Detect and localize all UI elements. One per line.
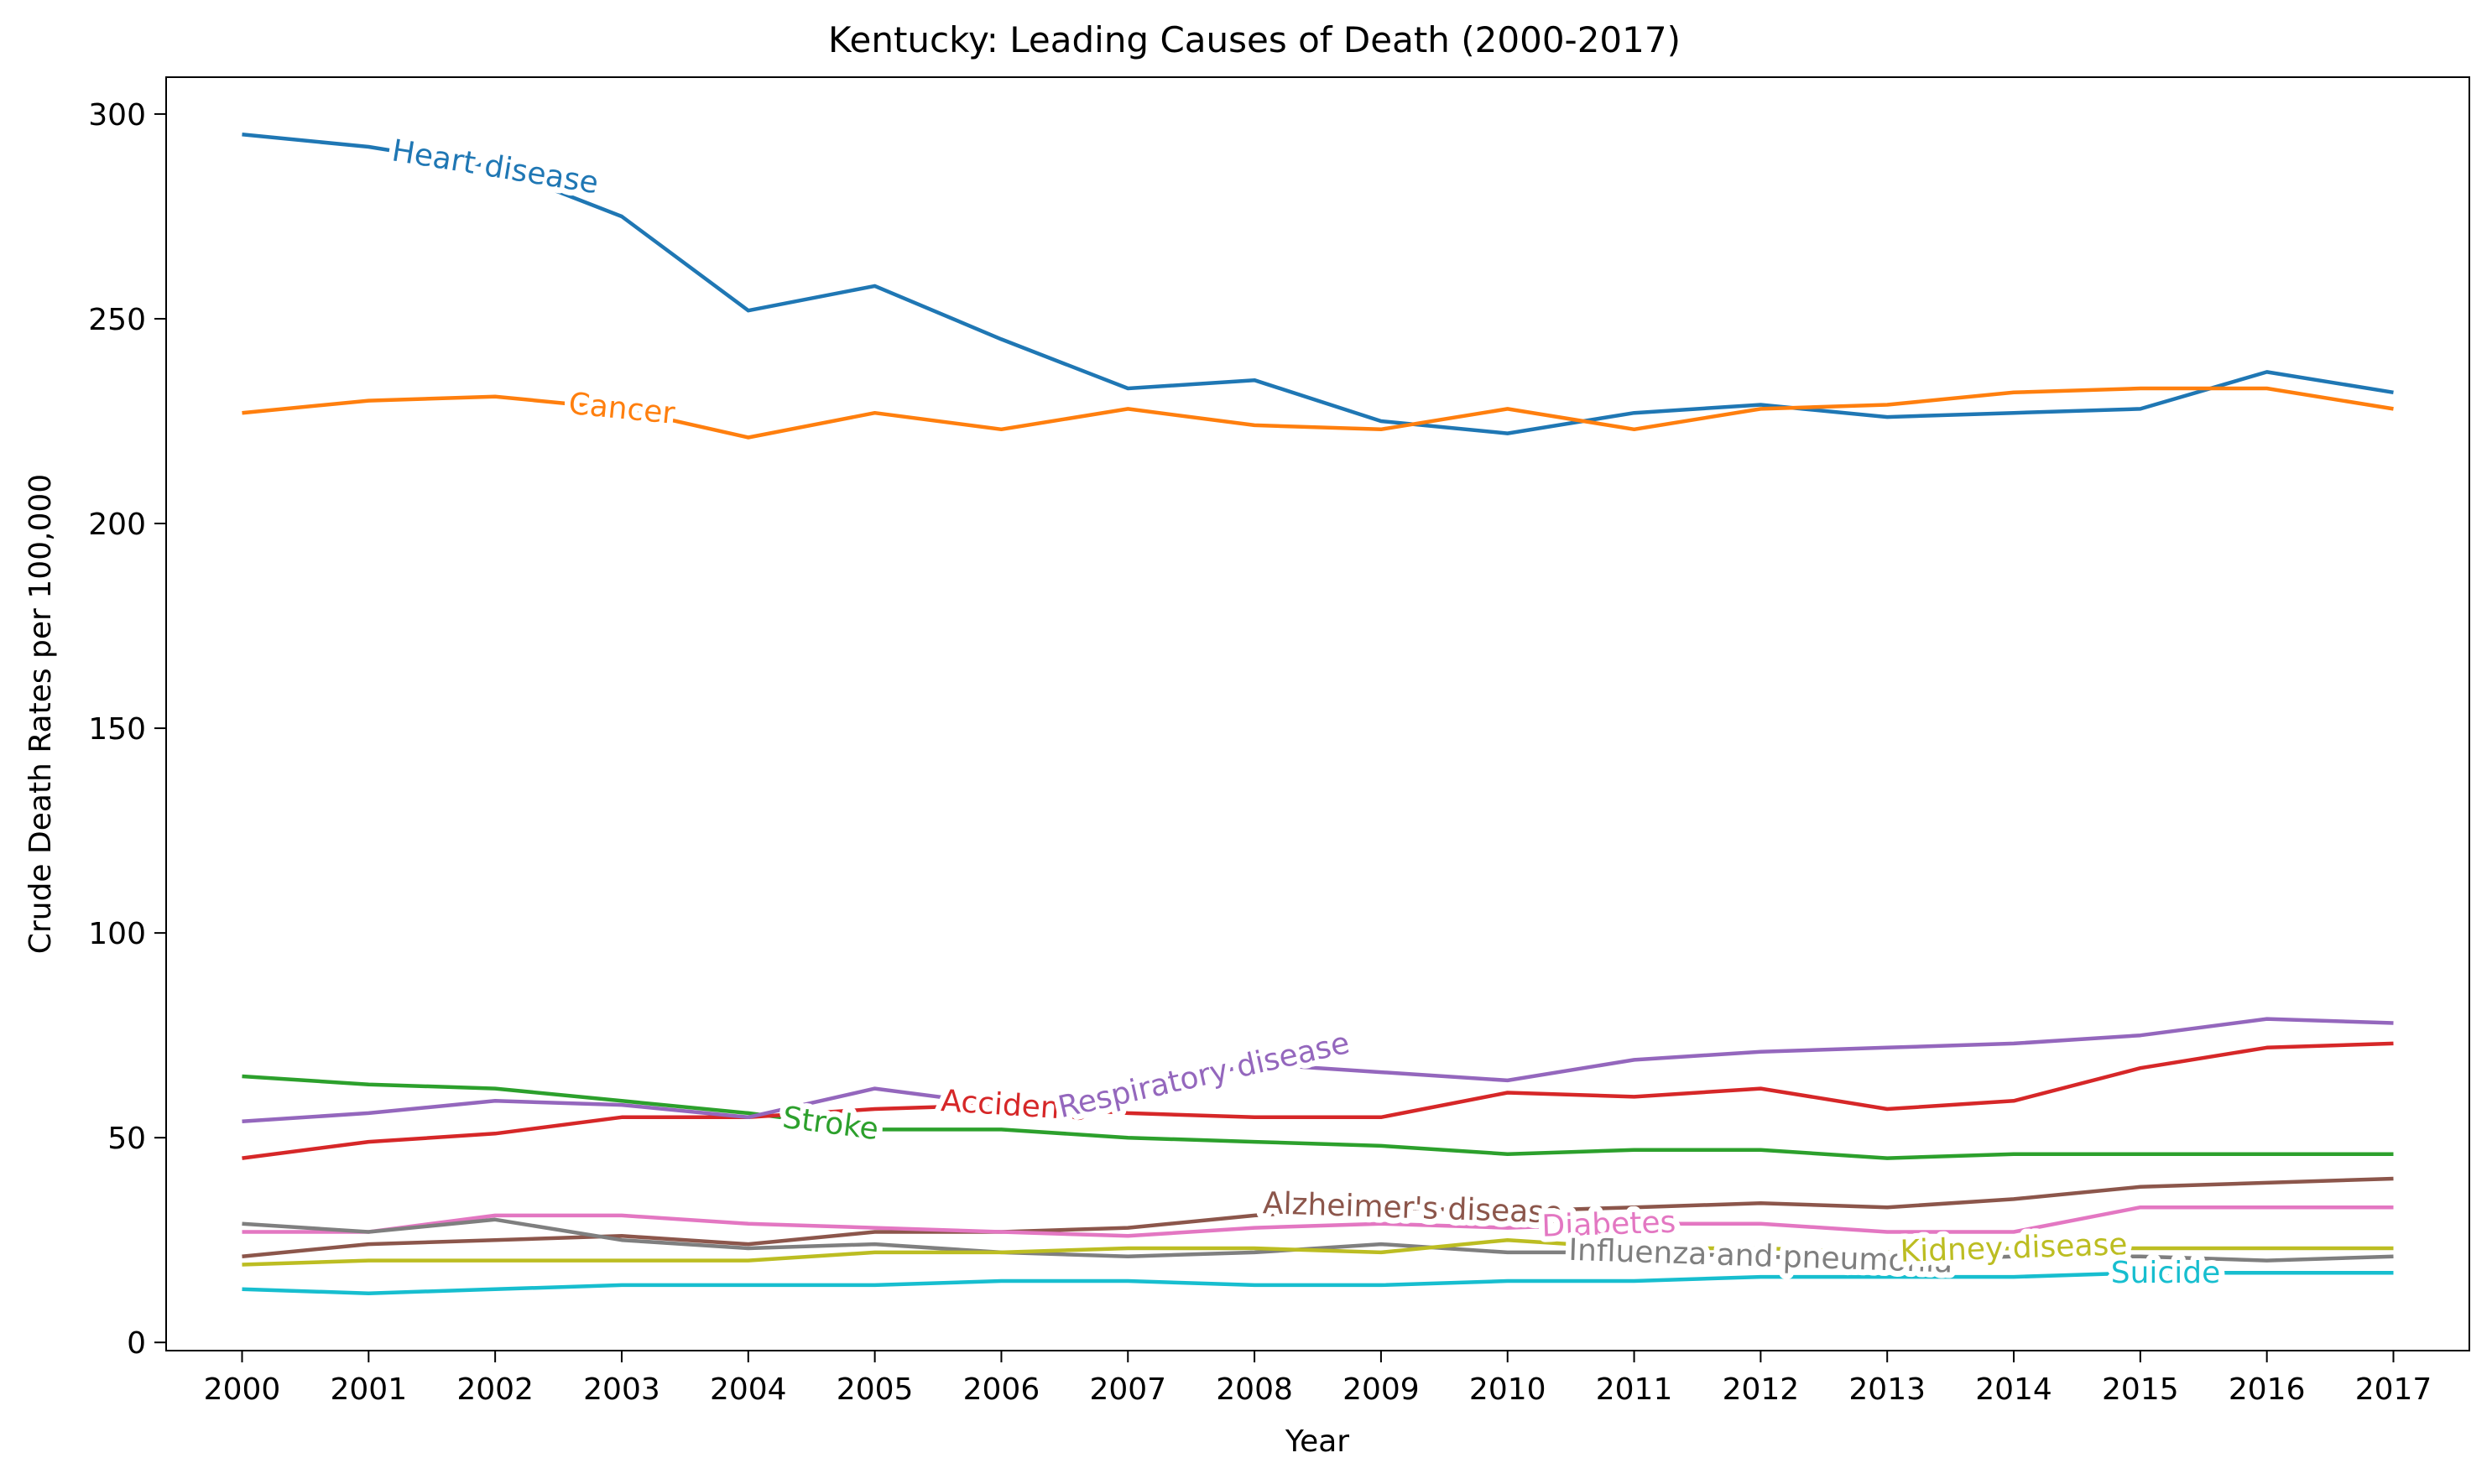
- plot-area: [242, 133, 2394, 1295]
- x-tick-label: 2007: [1089, 1372, 1166, 1407]
- y-axis-label: Crude Death Rates per 100,000: [23, 474, 58, 954]
- plot-frame: [165, 76, 2470, 1351]
- y-tick-label: 0: [127, 1326, 146, 1361]
- y-tick-label: 150: [88, 712, 146, 747]
- x-tick-label: 2001: [331, 1372, 408, 1407]
- x-tick-label: 2000: [204, 1372, 281, 1407]
- x-tick-label: 2010: [1469, 1372, 1546, 1407]
- series-line-suicide: [242, 1271, 2394, 1295]
- x-tick-label: 2012: [1723, 1372, 1800, 1407]
- x-tick-label: 2011: [1596, 1372, 1673, 1407]
- x-tick-label: 2002: [456, 1372, 534, 1407]
- series-line-respiratory-disease: [242, 1017, 2394, 1123]
- x-tick-label: 2005: [837, 1372, 914, 1407]
- x-tick-label: 2003: [583, 1372, 660, 1407]
- series-line-diabetes: [242, 1205, 2394, 1238]
- x-tick-label: 2004: [710, 1372, 787, 1407]
- chart-title: Kentucky: Leading Causes of Death (2000-…: [828, 19, 1681, 60]
- x-tick-label: 2009: [1342, 1372, 1420, 1407]
- y-tick-label: 200: [88, 508, 146, 542]
- series-line-cancer: [242, 386, 2394, 440]
- series-line-kidney-disease: [242, 1237, 2394, 1267]
- y-axis: 0 50 100 150 200 250 300: [88, 98, 166, 1361]
- x-tick-label: 2015: [2102, 1372, 2179, 1407]
- series-line-heart-disease: [242, 133, 2394, 435]
- x-axis: 2000 2001 2002 2003 2004 2005 2006 2007 2008 2009…: [204, 1351, 2432, 1407]
- y-tick-label: 300: [88, 98, 146, 133]
- series-line-accidents: [242, 1041, 2394, 1160]
- series-line-stroke: [242, 1074, 2394, 1160]
- x-tick-label: 2017: [2355, 1372, 2432, 1407]
- x-tick-label: 2006: [963, 1372, 1040, 1407]
- x-axis-label: Year: [1285, 1424, 1349, 1459]
- series-line-influenza-and-pneumonia: [242, 1217, 2394, 1263]
- x-tick-label: 2014: [1975, 1372, 2052, 1407]
- series-label: Suicide: [2111, 1256, 2220, 1290]
- series-label: Kidney disease: [1900, 1227, 2128, 1269]
- x-tick-label: 2016: [2229, 1372, 2306, 1407]
- y-tick-label: 250: [88, 303, 146, 337]
- y-tick-label: 50: [107, 1122, 146, 1156]
- x-tick-label: 2008: [1216, 1372, 1293, 1407]
- y-tick-label: 100: [88, 917, 146, 951]
- x-tick-label: 2013: [1848, 1372, 1926, 1407]
